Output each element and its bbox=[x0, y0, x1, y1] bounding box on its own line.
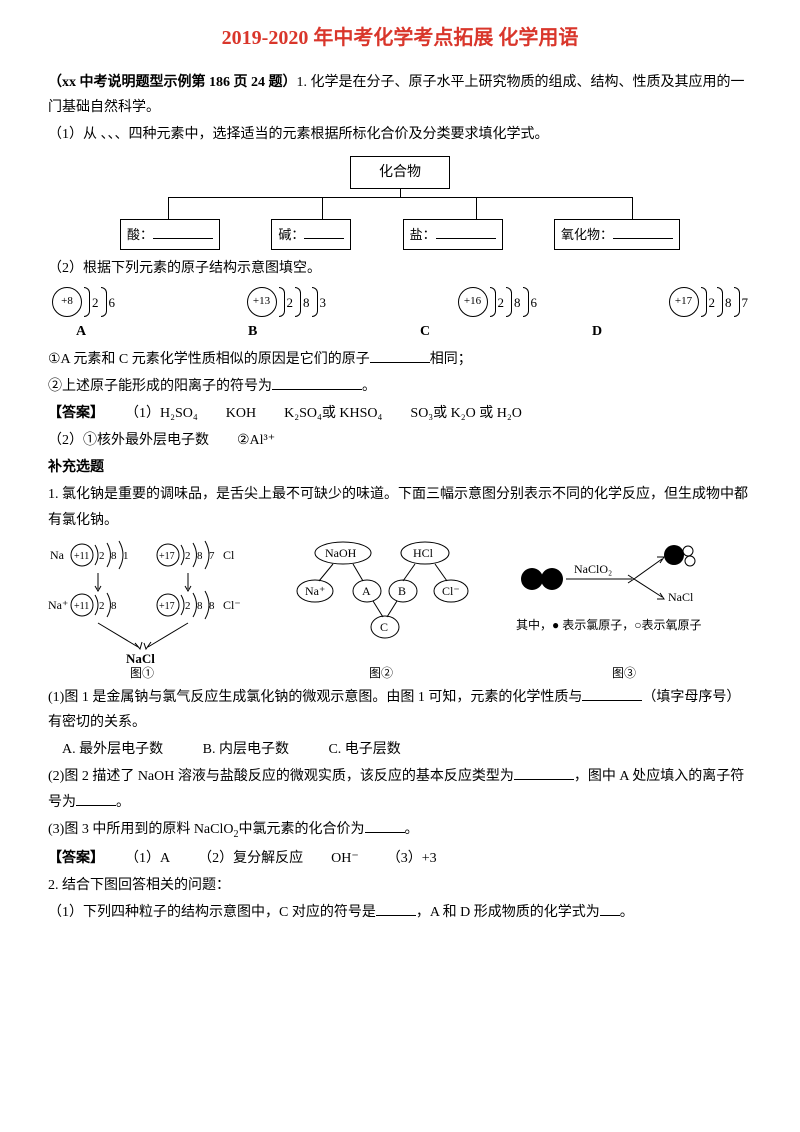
page-title: 2019-2020 年中考化学考点拓展 化学用语 bbox=[48, 20, 752, 56]
q2: （2）根据下列元素的原子结构示意图填空。 bbox=[48, 256, 752, 281]
svg-text:B: B bbox=[398, 584, 406, 598]
fig1-svg: Na +11 2 8 1 +17 2 8 7 Cl Na⁺ +11 2 8 +1… bbox=[48, 539, 258, 679]
svg-text:Na⁺: Na⁺ bbox=[48, 598, 68, 612]
fig3-svg: NaClO₂ NaCl 其中，● 表示氯原子，○表示氧原子 图③ bbox=[512, 539, 752, 679]
svg-text:NaCl: NaCl bbox=[668, 590, 694, 604]
tree-root: 化合物 bbox=[350, 156, 450, 189]
svg-text:8: 8 bbox=[197, 550, 203, 562]
svg-text:+11: +11 bbox=[74, 551, 89, 562]
svg-text:Cl⁻: Cl⁻ bbox=[223, 598, 241, 612]
svg-text:+11: +11 bbox=[74, 601, 89, 612]
supp1-text: 1. 氯化钠是重要的调味品，是舌尖上最不可缺少的味道。下面三幅示意图分别表示不同… bbox=[48, 482, 752, 532]
atom-b: +13 2 8 3 bbox=[247, 287, 327, 317]
svg-text:+17: +17 bbox=[159, 551, 175, 562]
atom-d: +17 2 8 7 bbox=[669, 287, 749, 317]
q2-2: ②上述原子能形成的阳离子的符号为。 bbox=[48, 374, 752, 399]
label-d: D bbox=[592, 319, 712, 344]
svg-text:NaOH: NaOH bbox=[325, 546, 357, 560]
svg-text:2: 2 bbox=[99, 600, 105, 612]
svg-text:HCl: HCl bbox=[413, 546, 434, 560]
q2-1: ①A 元素和 C 元素化学性质相似的原因是它们的原子相同； bbox=[48, 347, 752, 372]
supp1-answer: 【答案】（1）A（2）复分解反应OH⁻（3）+3 bbox=[48, 846, 752, 871]
svg-text:8: 8 bbox=[209, 600, 215, 612]
atom-a: +8 2 6 bbox=[52, 287, 115, 317]
svg-text:2: 2 bbox=[99, 550, 105, 562]
supp2-q1: （1）下列四种粒子的结构示意图中，C 对应的符号是，A 和 D 形成物质的化学式… bbox=[48, 900, 752, 925]
svg-text:+17: +17 bbox=[159, 601, 175, 612]
atom-diagrams: +8 2 6 +13 2 8 3 +16 2 8 6 +17 2 8 7 bbox=[48, 287, 752, 317]
leaf-oxide: 氧化物： bbox=[554, 219, 680, 250]
answer-1-2: （2）①核外最外层电子数②Al³⁺ bbox=[48, 428, 752, 453]
three-figures: Na +11 2 8 1 +17 2 8 7 Cl Na⁺ +11 2 8 +1… bbox=[48, 539, 752, 679]
svg-text:图②: 图② bbox=[369, 666, 393, 679]
supplement-title: 补充选题 bbox=[48, 455, 752, 480]
label-c: C bbox=[420, 319, 540, 344]
leaf-base: 碱： bbox=[271, 219, 351, 250]
svg-text:2: 2 bbox=[185, 600, 191, 612]
svg-text:A: A bbox=[362, 584, 371, 598]
svg-text:图③: 图③ bbox=[612, 666, 636, 679]
svg-text:Na: Na bbox=[50, 548, 65, 562]
supp1-q3: (3)图 3 中所用到的原料 NaClO2中氯元素的化合价为。 bbox=[48, 817, 752, 844]
supp1-q1: (1)图 1 是金属钠与氯气反应生成氯化钠的微观示意图。由图 1 可知，元素的化… bbox=[48, 685, 752, 735]
svg-text:Cl: Cl bbox=[223, 548, 235, 562]
svg-text:NaClO₂: NaClO₂ bbox=[574, 562, 612, 576]
svg-text:C: C bbox=[380, 620, 388, 634]
supp1-options: A. 最外层电子数 B. 内层电子数 C. 电子层数 bbox=[48, 737, 752, 762]
svg-text:8: 8 bbox=[197, 600, 203, 612]
label-b: B bbox=[248, 319, 368, 344]
svg-text:Cl⁻: Cl⁻ bbox=[442, 584, 460, 598]
fig2-svg: NaOH HCl Na⁺ A B Cl⁻ C 图② bbox=[285, 539, 485, 679]
svg-text:其中，● 表示氯原子，○表示氧原子: 其中，● 表示氯原子，○表示氧原子 bbox=[516, 617, 702, 632]
svg-text:Na⁺: Na⁺ bbox=[305, 584, 325, 598]
q1: （1）从 、、、四种元素中，选择适当的元素根据所标化合价及分类要求填化学式。 bbox=[48, 122, 752, 147]
supp2-text: 2. 结合下图回答相关的问题： bbox=[48, 873, 752, 898]
answer-1: 【答案】（1）H₂SO₄KOHK₂SO₄或 KHSO₄SO₃或 K₂O 或 H₂… bbox=[48, 401, 752, 426]
svg-text:2: 2 bbox=[185, 550, 191, 562]
leaf-acid: 酸： bbox=[120, 219, 220, 250]
svg-text:7: 7 bbox=[209, 550, 215, 562]
intro: （xx 中考说明题型示例第 186 页 24 题）1. 化学是在分子、原子水平上… bbox=[48, 70, 752, 120]
svg-text:8: 8 bbox=[111, 600, 117, 612]
label-a: A bbox=[76, 319, 196, 344]
svg-text:8: 8 bbox=[111, 550, 117, 562]
leaf-salt: 盐： bbox=[403, 219, 503, 250]
svg-text:NaCl: NaCl bbox=[126, 651, 155, 666]
svg-text:图①: 图① bbox=[130, 666, 154, 679]
svg-text:1: 1 bbox=[123, 550, 129, 562]
compound-tree: 化合物 酸： 碱： 盐： 氧化物： bbox=[120, 156, 680, 251]
atom-c: +16 2 8 6 bbox=[458, 287, 538, 317]
supp1-q2: (2)图 2 描述了 NaOH 溶液与盐酸反应的微观实质，该反应的基本反应类型为… bbox=[48, 764, 752, 814]
